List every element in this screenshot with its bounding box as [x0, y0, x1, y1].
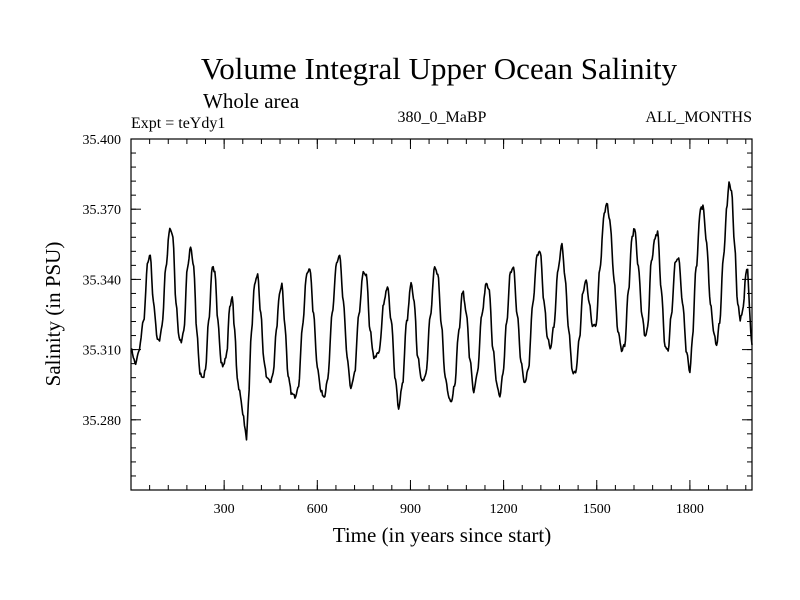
x-tick-label: 900 — [400, 502, 421, 517]
x-tick-label: 600 — [307, 502, 328, 517]
x-tick-label: 1500 — [583, 502, 611, 517]
x-tick-label: 1200 — [490, 502, 518, 517]
y-tick-label: 35.370 — [83, 203, 122, 218]
x-tick-label: 300 — [214, 502, 235, 517]
y-tick-label: 35.400 — [83, 133, 122, 148]
y-tick-label: 35.310 — [83, 344, 122, 359]
y-tick-label: 35.340 — [83, 273, 122, 288]
series-layer — [130, 181, 753, 441]
plot-frame — [130, 138, 753, 491]
series-line-salinity — [130, 181, 753, 441]
x-tick-label: 1800 — [676, 502, 704, 517]
y-tick-label: 35.280 — [83, 414, 122, 429]
x-axis-ticks: 300 600 900 1200 1500 1800 — [149, 139, 747, 517]
experiment-label: Expt = teYdy1 — [131, 115, 225, 132]
months-label: ALL_MONTHS — [645, 109, 752, 126]
chart-title: Volume Integral Upper Ocean Salinity — [201, 51, 678, 86]
y-axis-label: Salinity (in PSU) — [41, 242, 65, 387]
period-label: 380_0_MaBP — [398, 109, 487, 126]
y-axis-ticks: 35.280 35.310 35.340 35.370 35.400 — [83, 133, 752, 477]
chart-subtitle: Whole area — [203, 89, 300, 113]
x-axis-label: Time (in years since start) — [333, 523, 552, 547]
